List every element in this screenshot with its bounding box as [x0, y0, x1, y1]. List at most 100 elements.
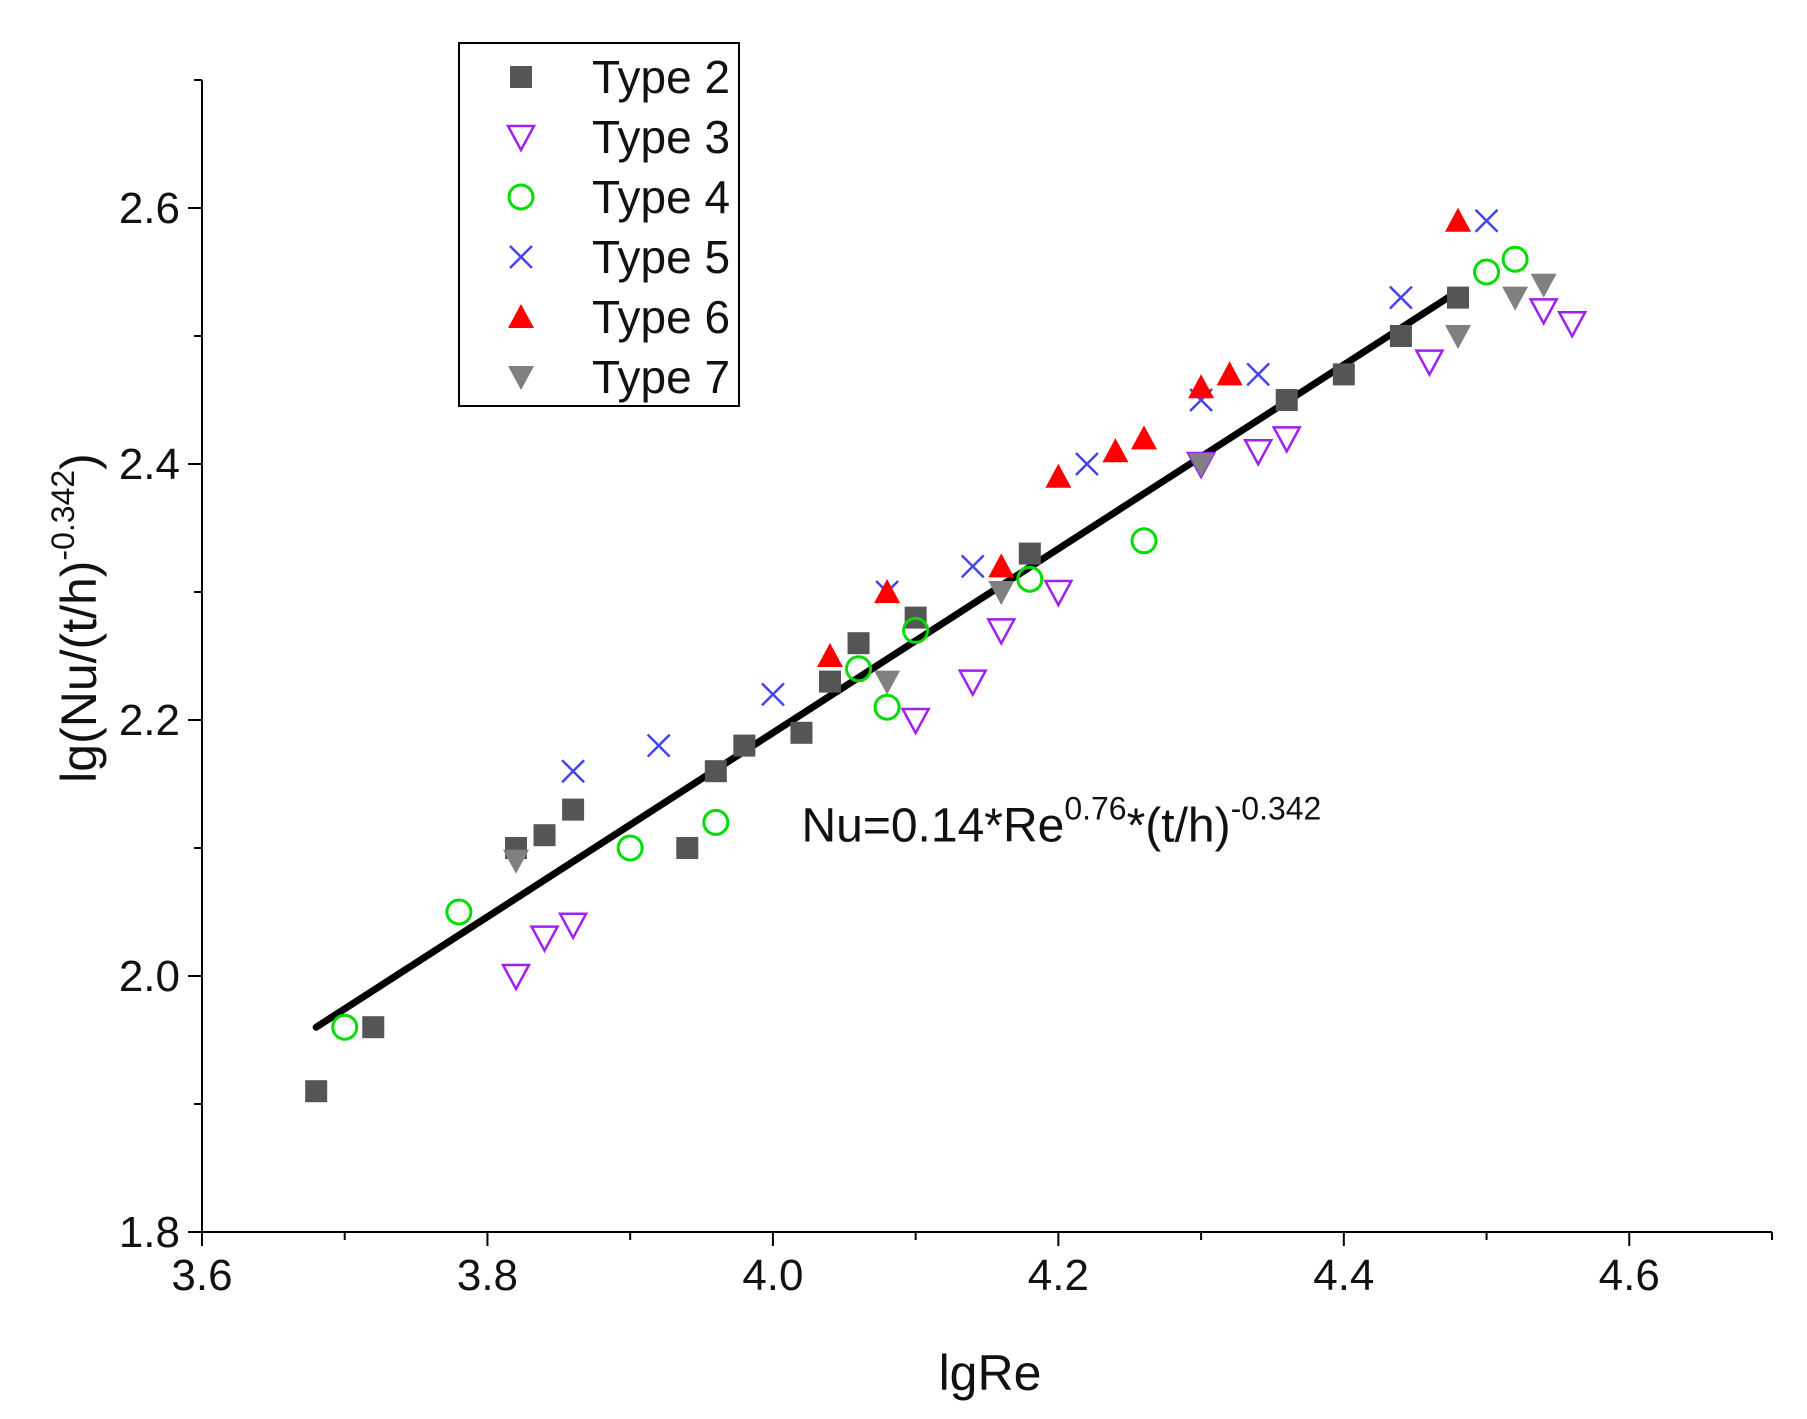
x-tick-label: 3.8 [457, 1251, 518, 1300]
data-point [874, 579, 901, 603]
legend-marker [509, 245, 533, 269]
x-tick-label: 3.6 [171, 1251, 232, 1300]
data-point [616, 834, 644, 862]
data-point [1275, 389, 1298, 411]
data-point [988, 581, 1015, 605]
y-axis-label-exponent: -0.342 [45, 470, 81, 561]
legend-item: Type 6 [508, 291, 730, 343]
data-point [819, 670, 841, 693]
legend-item: Type 3 [505, 111, 730, 163]
data-point [1016, 565, 1044, 593]
data-point [874, 670, 901, 695]
data-point [1389, 285, 1413, 310]
legend-label: Type 3 [592, 111, 730, 163]
legend-label: Type 2 [592, 51, 730, 103]
data-points [305, 207, 1588, 1103]
data-point [1447, 286, 1469, 309]
data-point [305, 1080, 328, 1103]
equation-part-2: *(t/h) [1127, 800, 1231, 853]
data-point [1243, 438, 1274, 467]
data-point [533, 824, 556, 847]
data-point [503, 849, 529, 874]
fit-line [312, 287, 1462, 1031]
data-point [986, 618, 1017, 647]
series-type-7 [503, 273, 1557, 874]
data-point [1530, 273, 1557, 298]
data-point [1445, 207, 1471, 232]
data-point [1501, 245, 1529, 273]
data-point [733, 734, 756, 757]
data-point [1131, 425, 1157, 450]
data-point [988, 553, 1015, 578]
fit-equation-annotation: Nu=0.14*Re0.76*(t/h)-0.342 [801, 791, 1321, 853]
data-point [1271, 426, 1302, 455]
series-type-2 [305, 286, 1469, 1103]
legend-label: Type 7 [592, 351, 730, 403]
y-axis-label-main: lg(Nu/(t/h) [51, 561, 107, 783]
series-type-6 [817, 207, 1471, 667]
data-point [761, 682, 785, 707]
data-point [1130, 527, 1158, 555]
data-point [1473, 258, 1501, 286]
data-point [902, 616, 930, 644]
legend-marker [508, 304, 534, 328]
data-point [445, 898, 473, 926]
legend-marker [505, 124, 537, 153]
legend-label: Type 4 [592, 171, 730, 223]
x-tick-label: 4.6 [1599, 1251, 1660, 1300]
legend-item: Type 5 [509, 231, 730, 283]
equation-part-1: Nu=0.14*Re [801, 800, 1064, 853]
data-point [1528, 298, 1559, 327]
data-point [1332, 363, 1355, 386]
legend-marker [507, 183, 535, 211]
data-point [1414, 349, 1445, 378]
data-point [847, 632, 870, 655]
data-point [702, 808, 730, 836]
legend: Type 2 Type 3 Type 4 Type 5 Type 6 Type 7 [458, 42, 740, 407]
fit-line-group [312, 287, 1462, 1031]
data-point [845, 655, 873, 683]
data-point [873, 693, 901, 721]
data-point [957, 669, 988, 698]
data-point [500, 963, 532, 992]
data-point [1246, 362, 1271, 387]
x-tick-label: 4.4 [1313, 1251, 1374, 1300]
data-point [817, 643, 843, 667]
legend-item: Type 4 [507, 171, 730, 223]
legend-item: Type 7 [508, 351, 730, 403]
data-point [331, 1013, 359, 1041]
data-point [1045, 463, 1072, 488]
y-axis-label-close: ) [51, 453, 107, 470]
data-point [529, 925, 560, 954]
data-point [561, 759, 585, 784]
x-tick-label: 4.0 [742, 1251, 803, 1300]
legend-marker [508, 366, 534, 390]
legend-item: Type 2 [510, 51, 730, 103]
data-point [362, 1016, 385, 1039]
data-point [960, 554, 985, 579]
data-point [676, 837, 699, 859]
data-point [1188, 453, 1215, 477]
data-point [790, 721, 813, 744]
y-tick-label: 2.2 [119, 696, 180, 745]
data-point [562, 798, 585, 821]
equation-exponent-1: 0.76 [1064, 791, 1126, 827]
data-point [1188, 374, 1215, 399]
equation-exponent-2: -0.342 [1231, 791, 1322, 827]
axes: 3.6 3.8 4.0 4.2 4.4 4.6 1.8 2.0 2.2 2.4 2.6 [119, 79, 1773, 1300]
data-point [704, 760, 727, 783]
legend-label: Type 6 [592, 291, 730, 343]
data-point [1445, 325, 1471, 349]
data-point [1075, 452, 1099, 476]
data-point [900, 707, 931, 736]
legend-marker [510, 66, 532, 88]
data-point [1102, 438, 1129, 463]
data-point [1502, 286, 1529, 311]
x-tick-label: 4.2 [1028, 1251, 1089, 1300]
data-point [1389, 325, 1412, 347]
legend-box [458, 42, 740, 407]
y-tick-label: 1.8 [119, 1208, 180, 1257]
data-point [1043, 579, 1074, 608]
legend-label: Type 5 [592, 231, 730, 283]
